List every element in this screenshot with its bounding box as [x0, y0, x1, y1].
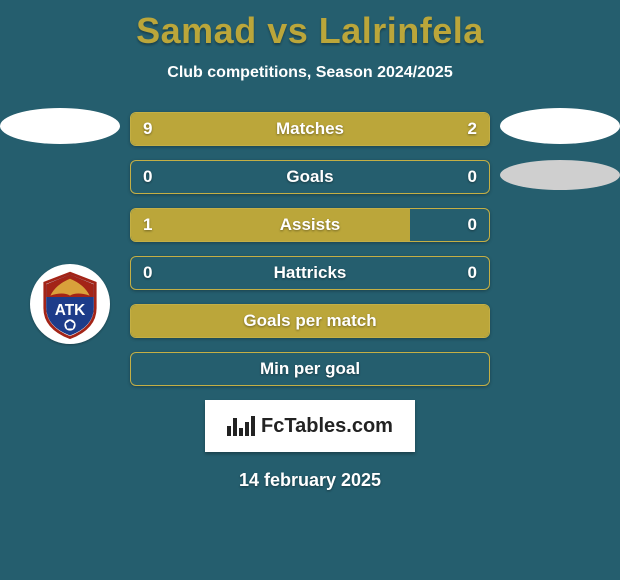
stat-bar: Matches9 2 [130, 112, 490, 146]
title-left: Samad [136, 10, 257, 51]
stat-value-right: 0 [468, 257, 477, 289]
stat-bar-label: Min per goal [131, 353, 489, 385]
stat-value-left: 0 [143, 257, 152, 289]
stat-bar: Hattricks0 0 [130, 256, 490, 290]
content-stage: ATK Matches92Goals00Assists10Hattricks00… [0, 100, 620, 540]
stat-value-right: 0 [468, 209, 477, 241]
stat-bar: Goals0 0 [130, 160, 490, 194]
stat-bar-label: Matches [131, 113, 489, 145]
subtitle: Club competitions, Season 2024/2025 [0, 64, 620, 82]
club-badge-icon: ATK [35, 269, 105, 339]
title-right: Lalrinfela [319, 10, 484, 51]
stat-bar-label: Assists [131, 209, 489, 241]
stat-value-left: 1 [143, 209, 152, 241]
site-logo-text: FcTables.com [261, 415, 393, 438]
stat-bar-label: Hattricks [131, 257, 489, 289]
stat-bar-label: Goals per match [131, 305, 489, 337]
date-text: 14 february 2025 [0, 470, 620, 491]
chart-icon [227, 416, 255, 436]
club-badge: ATK [30, 264, 110, 344]
decor-ellipse-right-mid [500, 160, 620, 190]
stat-bar: Goals per match [130, 304, 490, 338]
title-vs: vs [267, 10, 308, 51]
stat-bars: Matches92Goals00Assists10Hattricks00Goal… [130, 112, 490, 400]
stat-value-right: 0 [468, 161, 477, 193]
svg-text:ATK: ATK [55, 302, 86, 319]
page-title: Samad vs Lalrinfela [0, 0, 620, 52]
stat-bar: Assists1 0 [130, 208, 490, 242]
stat-bar-label: Goals [131, 161, 489, 193]
stat-bar: Min per goal [130, 352, 490, 386]
decor-ellipse-right [500, 108, 620, 144]
site-logo-box: FcTables.com [205, 400, 415, 452]
stat-value-left: 0 [143, 161, 152, 193]
decor-ellipse-left [0, 108, 120, 144]
stat-value-left: 9 [143, 113, 152, 145]
stat-value-right: 2 [468, 113, 477, 145]
